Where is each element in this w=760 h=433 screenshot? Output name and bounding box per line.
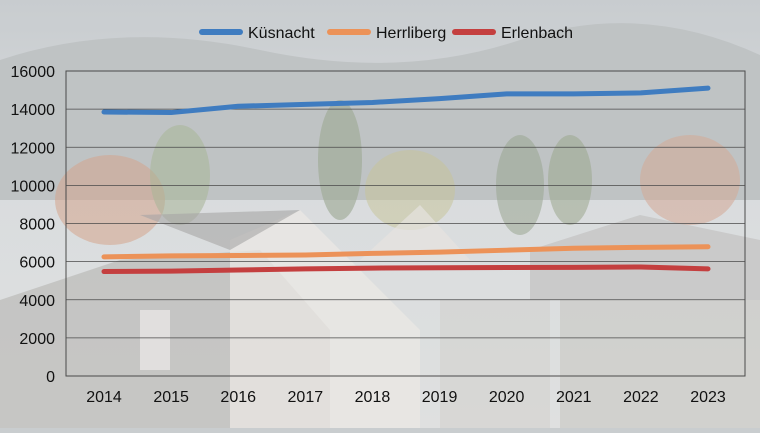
legend-label: Küsnacht [248, 25, 315, 42]
x-tick-label: 2018 [355, 389, 391, 406]
grid [65, 70, 746, 377]
x-tick-label: 2015 [153, 389, 189, 406]
x-tick-label: 2014 [86, 389, 122, 406]
y-tick-label: 0 [46, 369, 55, 386]
legend: Küsnacht Herrliberg Erlenbach [199, 25, 573, 42]
x-tick-label: 2021 [556, 389, 592, 406]
y-axis: 0 2000 4000 6000 8000 10000 12000 14000 16000 [11, 64, 56, 386]
legend-label: Herrliberg [376, 25, 446, 42]
y-tick-label: 2000 [19, 331, 55, 348]
x-tick-label: 2019 [422, 389, 458, 406]
series-line-0 [101, 85, 711, 116]
x-tick-label: 2023 [690, 389, 726, 406]
x-axis: 2014 2015 2016 2017 2018 2019 2020 2021 2022 2023 [86, 389, 726, 406]
series-lines [101, 85, 711, 275]
x-tick-label: 2020 [489, 389, 525, 406]
y-tick-label: 8000 [19, 217, 55, 234]
y-tick-label: 12000 [11, 140, 56, 157]
y-tick-label: 4000 [19, 293, 55, 310]
x-tick-label: 2022 [623, 389, 659, 406]
series-line-1 [101, 244, 711, 260]
y-tick-label: 16000 [11, 64, 56, 81]
legend-label: Erlenbach [501, 25, 573, 42]
y-tick-label: 10000 [11, 178, 56, 195]
x-tick-label: 2016 [220, 389, 256, 406]
y-tick-label: 6000 [19, 255, 55, 272]
x-tick-label: 2017 [288, 389, 324, 406]
series-line-2 [101, 264, 711, 275]
y-tick-label: 14000 [11, 102, 56, 119]
